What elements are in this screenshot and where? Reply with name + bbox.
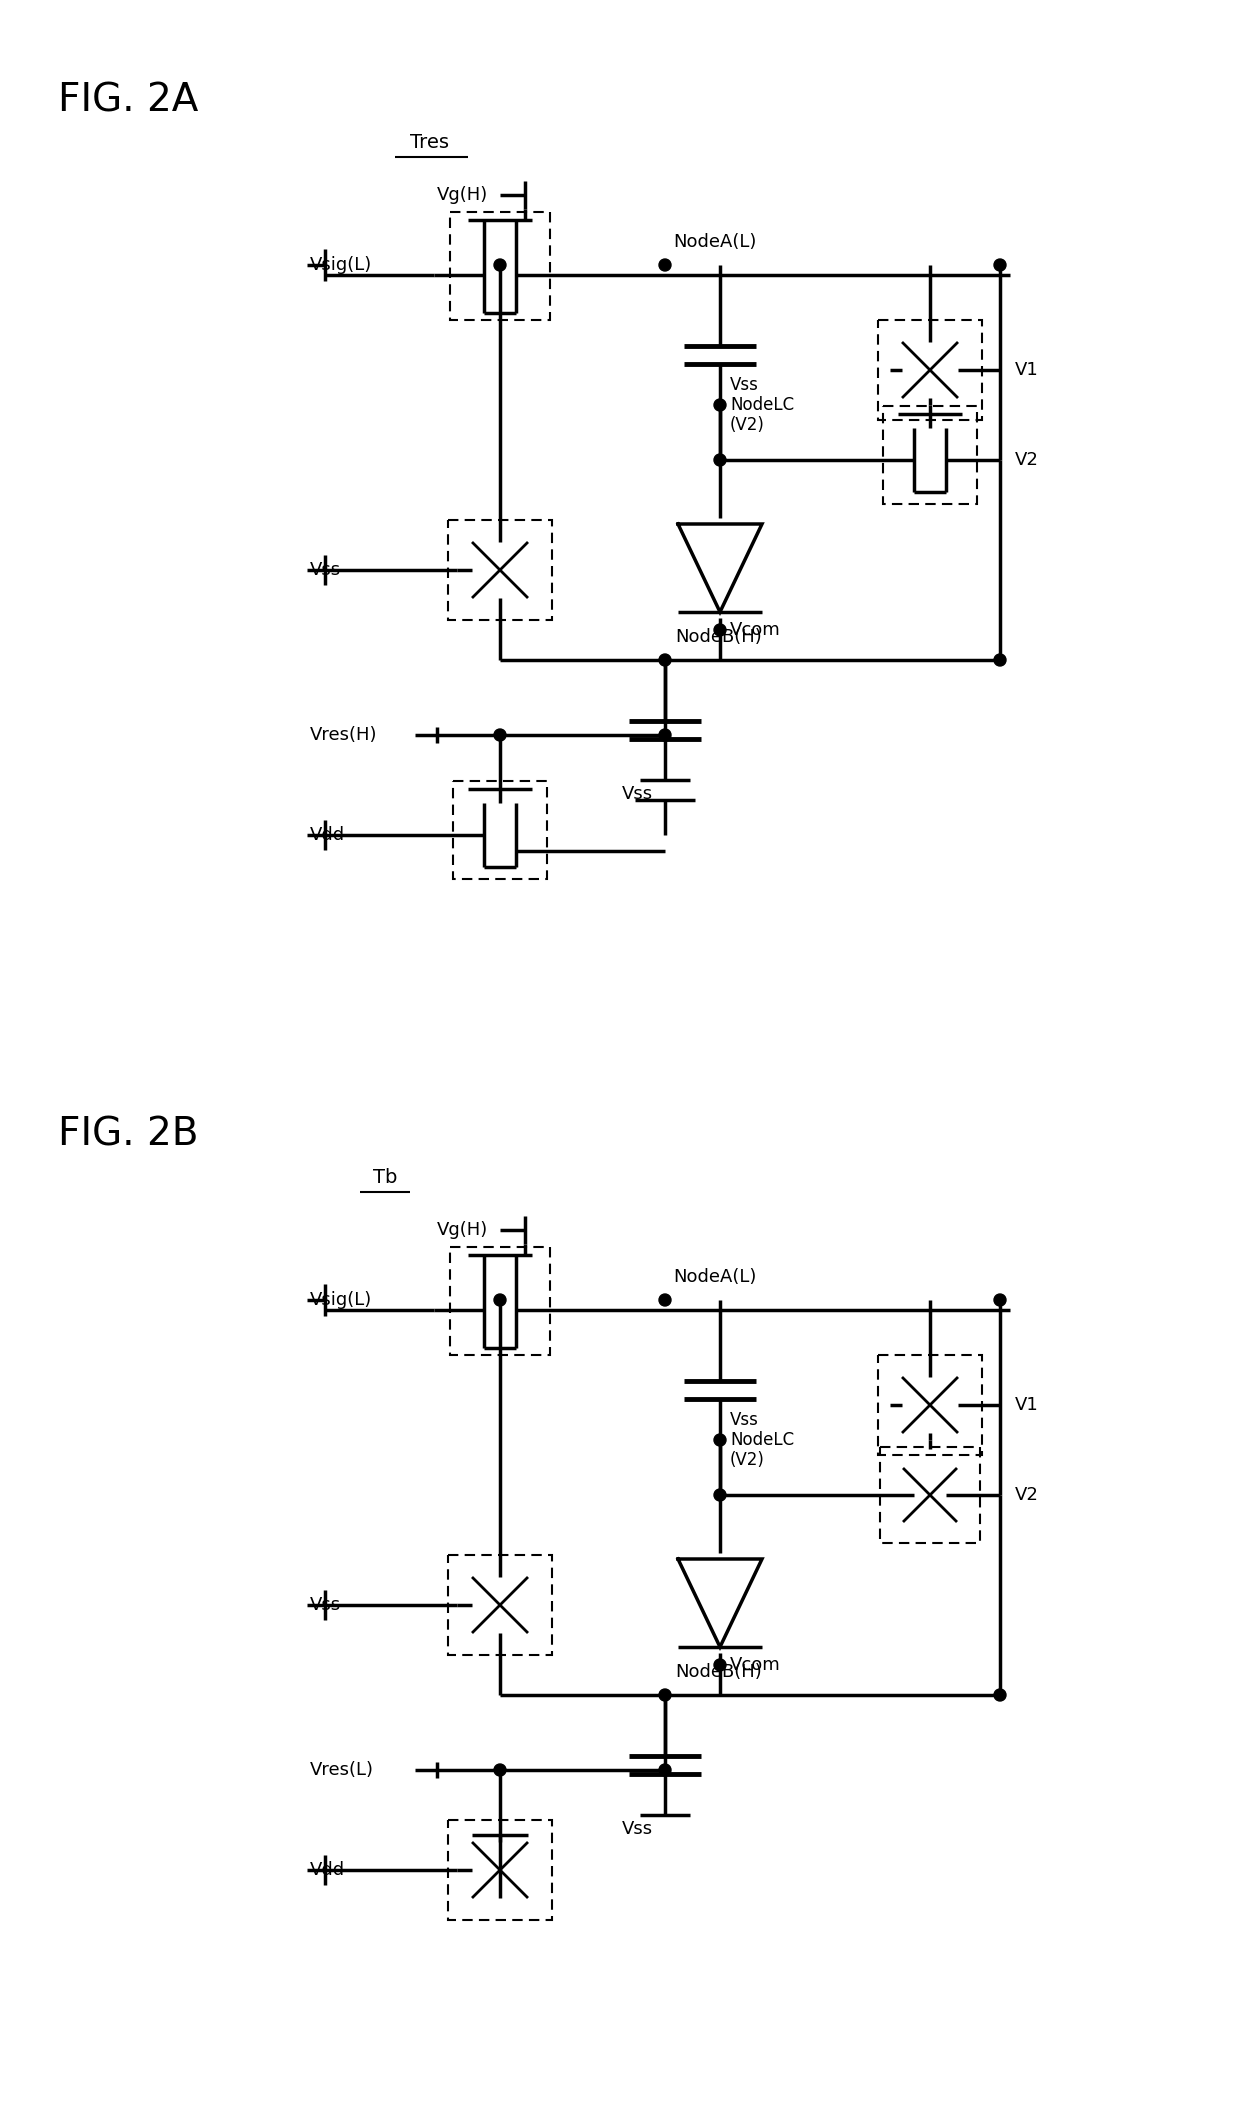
Text: Vss: Vss xyxy=(622,785,653,802)
Circle shape xyxy=(658,654,671,665)
Circle shape xyxy=(714,1659,725,1672)
Text: V1: V1 xyxy=(1016,361,1039,380)
Text: NodeB(H): NodeB(H) xyxy=(675,627,761,646)
Bar xyxy=(453,781,547,878)
Text: (V2): (V2) xyxy=(730,416,765,435)
Text: V2: V2 xyxy=(1016,452,1039,469)
Text: Vres(L): Vres(L) xyxy=(310,1761,374,1780)
Circle shape xyxy=(994,654,1006,665)
Circle shape xyxy=(994,260,1006,270)
Circle shape xyxy=(714,454,725,467)
Text: NodeB(H): NodeB(H) xyxy=(675,1663,761,1680)
Text: Tb: Tb xyxy=(373,1167,397,1186)
Text: Vss: Vss xyxy=(730,1410,759,1429)
Circle shape xyxy=(658,1294,671,1307)
Circle shape xyxy=(994,1294,1006,1307)
Circle shape xyxy=(994,1689,1006,1701)
Text: Vres(H): Vres(H) xyxy=(310,726,377,743)
Bar xyxy=(878,321,982,420)
Text: FIG. 2B: FIG. 2B xyxy=(58,1117,198,1155)
Text: Vss: Vss xyxy=(310,1596,341,1615)
Text: Vdd: Vdd xyxy=(310,825,345,844)
Text: Vg(H): Vg(H) xyxy=(436,186,489,205)
Text: NodeA(L): NodeA(L) xyxy=(673,232,756,251)
Circle shape xyxy=(658,260,671,270)
Text: Vss: Vss xyxy=(310,562,341,578)
Text: Vdd: Vdd xyxy=(310,1862,345,1879)
Circle shape xyxy=(714,399,725,412)
Circle shape xyxy=(494,260,506,270)
Circle shape xyxy=(714,625,725,635)
Bar xyxy=(878,1355,982,1454)
Text: Vss: Vss xyxy=(730,376,759,395)
Circle shape xyxy=(714,1488,725,1501)
Text: NodeLC: NodeLC xyxy=(730,397,794,414)
Circle shape xyxy=(494,1294,506,1307)
Text: FIG. 2A: FIG. 2A xyxy=(58,80,198,118)
Text: Vss: Vss xyxy=(622,1820,653,1839)
Text: (V2): (V2) xyxy=(730,1450,765,1469)
Bar xyxy=(450,211,551,321)
Bar xyxy=(450,1248,551,1355)
Text: Vsig(L): Vsig(L) xyxy=(310,255,372,274)
Text: Vsig(L): Vsig(L) xyxy=(310,1292,372,1309)
Text: V2: V2 xyxy=(1016,1486,1039,1503)
Text: NodeA(L): NodeA(L) xyxy=(673,1269,756,1286)
Bar xyxy=(448,1820,552,1921)
Circle shape xyxy=(494,1765,506,1775)
Circle shape xyxy=(714,1433,725,1446)
Text: Vcom: Vcom xyxy=(730,1655,781,1674)
Bar xyxy=(880,1446,980,1543)
Circle shape xyxy=(658,728,671,741)
Text: Vcom: Vcom xyxy=(730,621,781,640)
Bar xyxy=(448,1556,552,1655)
Text: Vg(H): Vg(H) xyxy=(436,1220,489,1239)
Text: V1: V1 xyxy=(1016,1395,1039,1414)
Bar xyxy=(883,405,977,505)
Text: Tres: Tres xyxy=(410,133,449,152)
Circle shape xyxy=(658,1689,671,1701)
Bar xyxy=(448,519,552,621)
Circle shape xyxy=(658,1765,671,1775)
Text: NodeLC: NodeLC xyxy=(730,1431,794,1448)
Circle shape xyxy=(494,728,506,741)
